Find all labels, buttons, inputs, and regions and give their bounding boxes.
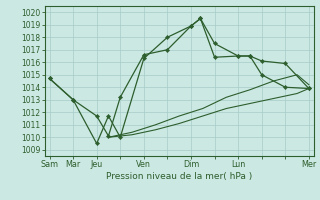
X-axis label: Pression niveau de la mer( hPa ): Pression niveau de la mer( hPa ) bbox=[106, 172, 252, 181]
